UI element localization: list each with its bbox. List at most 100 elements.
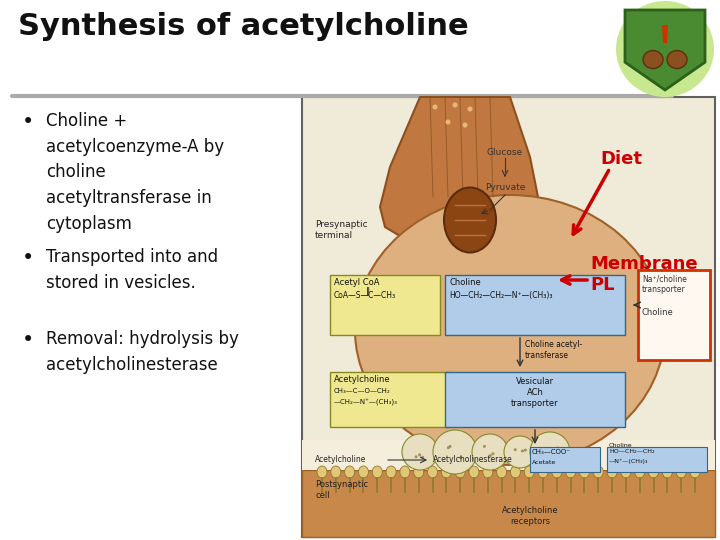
Polygon shape (625, 10, 705, 90)
Ellipse shape (616, 1, 714, 97)
Bar (302, 97, 715, 537)
Ellipse shape (676, 466, 686, 478)
Text: Transported into and
stored in vesicles.: Transported into and stored in vesicles. (46, 248, 218, 292)
Circle shape (462, 123, 467, 127)
Ellipse shape (359, 466, 369, 478)
Ellipse shape (372, 466, 382, 478)
Text: •: • (22, 248, 35, 268)
Ellipse shape (643, 51, 663, 69)
Circle shape (484, 457, 487, 461)
Text: transporter: transporter (511, 399, 559, 408)
Text: HO—CH₂—CH₂—N⁺—(CH₃)₃: HO—CH₂—CH₂—N⁺—(CH₃)₃ (449, 291, 552, 300)
Text: ACh: ACh (526, 388, 544, 397)
Text: HO—CH₂—CH₂: HO—CH₂—CH₂ (609, 449, 654, 454)
Bar (445, 275, 625, 335)
Text: Acetylcholinesterase: Acetylcholinesterase (433, 455, 513, 464)
Ellipse shape (386, 466, 396, 478)
Circle shape (542, 455, 545, 458)
Text: Presynaptic
terminal: Presynaptic terminal (315, 220, 368, 240)
Text: ‖: ‖ (366, 287, 370, 296)
Text: Glucose: Glucose (487, 148, 523, 157)
Text: —CH₂—N⁺—(CH₃)₃: —CH₂—N⁺—(CH₃)₃ (334, 399, 398, 406)
Text: Choline: Choline (449, 278, 481, 287)
Ellipse shape (667, 51, 687, 69)
Circle shape (467, 106, 472, 111)
Ellipse shape (538, 466, 548, 478)
Text: Pyruvate: Pyruvate (485, 183, 525, 192)
Circle shape (452, 103, 457, 107)
Bar (330, 372, 450, 427)
Text: •: • (22, 330, 35, 350)
Circle shape (523, 448, 526, 450)
Bar (445, 372, 625, 427)
Bar (638, 270, 710, 360)
Text: Acetylcholine: Acetylcholine (315, 455, 366, 464)
Ellipse shape (552, 466, 562, 478)
Ellipse shape (635, 466, 644, 478)
Circle shape (543, 454, 546, 457)
Ellipse shape (649, 466, 659, 478)
Ellipse shape (497, 466, 507, 478)
Ellipse shape (524, 466, 534, 478)
Ellipse shape (607, 466, 617, 478)
Ellipse shape (566, 466, 576, 478)
Circle shape (484, 452, 487, 455)
Text: Choline: Choline (609, 443, 633, 448)
Text: Removal: hydrolysis by
acetylcholinesterase: Removal: hydrolysis by acetylcholinester… (46, 330, 239, 374)
Bar (530, 447, 600, 472)
Ellipse shape (317, 466, 327, 478)
Text: Na⁺/choline
transporter: Na⁺/choline transporter (642, 274, 687, 294)
Circle shape (453, 454, 456, 457)
Ellipse shape (593, 466, 603, 478)
Ellipse shape (455, 466, 465, 478)
Text: CH₃—COO⁻: CH₃—COO⁻ (532, 449, 571, 455)
Text: •: • (22, 112, 35, 132)
Ellipse shape (428, 466, 438, 478)
Ellipse shape (662, 466, 672, 478)
Polygon shape (380, 97, 540, 245)
Circle shape (504, 436, 536, 468)
Text: Diet: Diet (600, 150, 642, 168)
Ellipse shape (510, 466, 521, 478)
Text: Acetylcholine: Acetylcholine (334, 375, 391, 384)
Circle shape (542, 443, 545, 446)
Ellipse shape (414, 466, 423, 478)
Ellipse shape (690, 466, 700, 478)
Bar (330, 275, 440, 335)
Text: Membrane
PL: Membrane PL (590, 255, 698, 294)
Text: Acetylcholine
receptors: Acetylcholine receptors (502, 506, 558, 526)
Text: Acetate: Acetate (532, 460, 557, 465)
Ellipse shape (355, 195, 665, 465)
Circle shape (454, 454, 458, 457)
Circle shape (472, 434, 508, 470)
Text: Choline: Choline (642, 308, 674, 317)
Ellipse shape (621, 466, 631, 478)
Circle shape (525, 444, 528, 448)
Text: CH₃—C—O—CH₂: CH₃—C—O—CH₂ (334, 388, 391, 394)
Circle shape (530, 432, 570, 472)
Ellipse shape (441, 466, 451, 478)
Text: Synthesis of acetylcholine: Synthesis of acetylcholine (18, 12, 469, 41)
Text: Acetyl CoA: Acetyl CoA (334, 278, 379, 287)
Ellipse shape (483, 466, 492, 478)
Circle shape (482, 454, 485, 457)
Text: Postsynaptic
cell: Postsynaptic cell (315, 480, 368, 500)
Bar (607, 447, 707, 472)
Text: —N⁺—(CH₃)₃: —N⁺—(CH₃)₃ (609, 459, 649, 464)
Text: CoA—S—C—CH₃: CoA—S—C—CH₃ (334, 291, 396, 300)
Circle shape (402, 434, 438, 470)
Text: Choline acetyl-
transferase: Choline acetyl- transferase (525, 340, 582, 360)
Circle shape (420, 451, 423, 454)
Circle shape (458, 446, 462, 449)
Ellipse shape (580, 466, 590, 478)
Ellipse shape (469, 466, 479, 478)
Circle shape (433, 430, 477, 474)
Bar (302, 470, 715, 537)
Bar (302, 440, 715, 470)
Circle shape (422, 444, 425, 447)
Ellipse shape (400, 466, 410, 478)
Ellipse shape (444, 187, 496, 253)
Ellipse shape (345, 466, 355, 478)
Circle shape (433, 105, 438, 110)
Ellipse shape (330, 466, 341, 478)
